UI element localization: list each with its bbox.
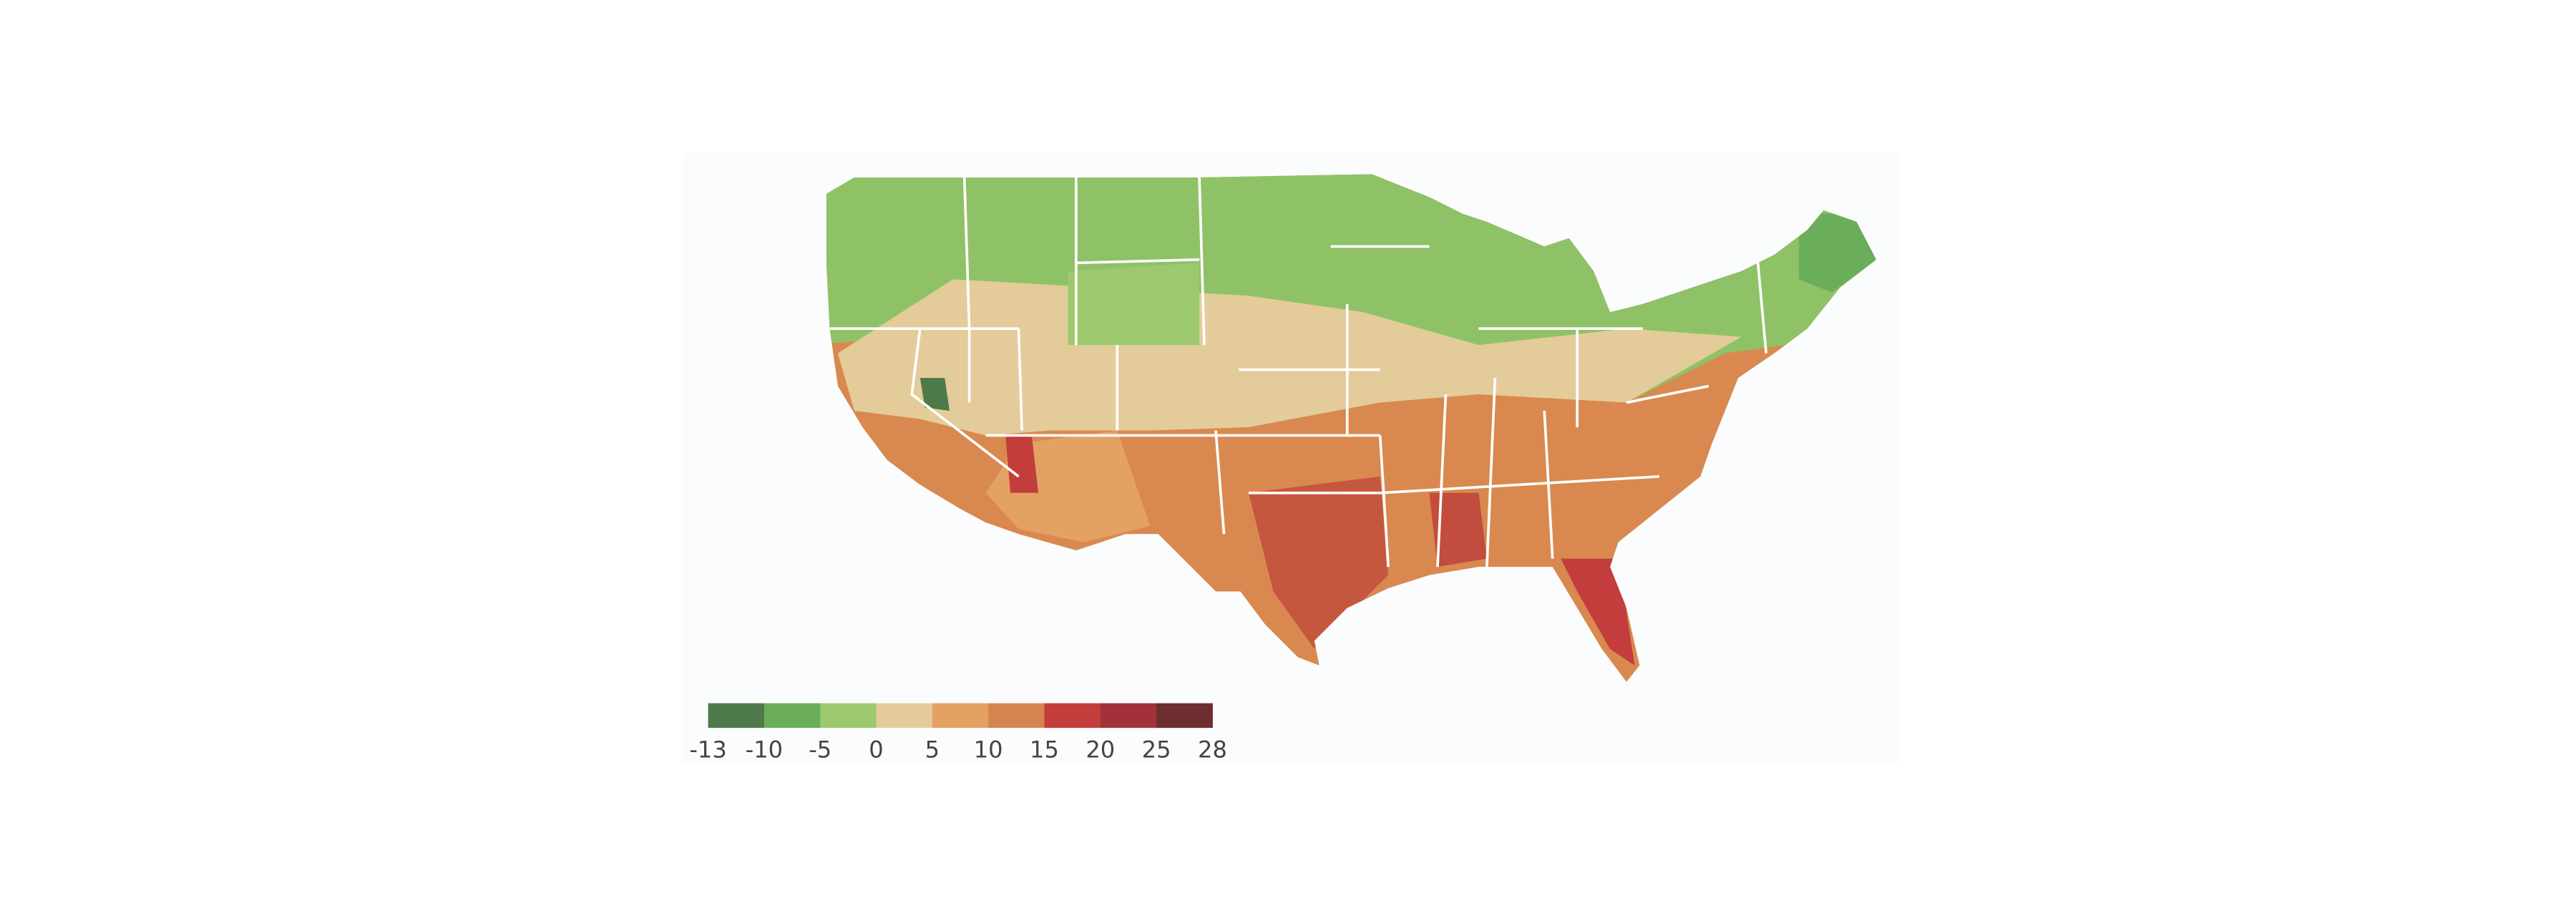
legend-tick-label: -13	[689, 736, 726, 763]
patch-nevada	[919, 378, 950, 411]
state-borders	[829, 177, 1768, 567]
legend-swatch	[1156, 703, 1213, 729]
legend-swatch	[876, 703, 933, 729]
legend-tick-label: 5	[925, 736, 940, 763]
legend-swatch	[988, 703, 1045, 729]
legend-swatch	[932, 703, 989, 729]
legend-swatch	[1100, 703, 1157, 729]
legend-tick-label: -5	[809, 736, 831, 763]
legend-tick-label: 28	[1198, 736, 1227, 763]
map-frame: -13 -10 -5 0 5 10 15 20 25 28	[681, 152, 1898, 764]
patch-maine	[1799, 213, 1877, 293]
legend-tick-label: 10	[974, 736, 1003, 763]
legend-swatch	[1044, 703, 1101, 729]
legend-tick-label: 0	[869, 736, 883, 763]
legend-tick-label: 20	[1085, 736, 1115, 763]
legend-tick-label: -10	[746, 736, 783, 763]
legend-swatch	[763, 703, 821, 729]
legend-tick-label: 25	[1142, 736, 1171, 763]
legend-swatch	[708, 703, 765, 729]
legend-tick-label: 15	[1030, 736, 1059, 763]
patch-florida	[1561, 558, 1635, 666]
legend-swatch	[820, 703, 877, 729]
legend: -13 -10 -5 0 5 10 15 20 25 28	[689, 703, 1227, 763]
patch-arizona	[1005, 435, 1039, 493]
patch-mississippi	[1429, 492, 1487, 567]
region-wyoming	[1068, 263, 1200, 346]
